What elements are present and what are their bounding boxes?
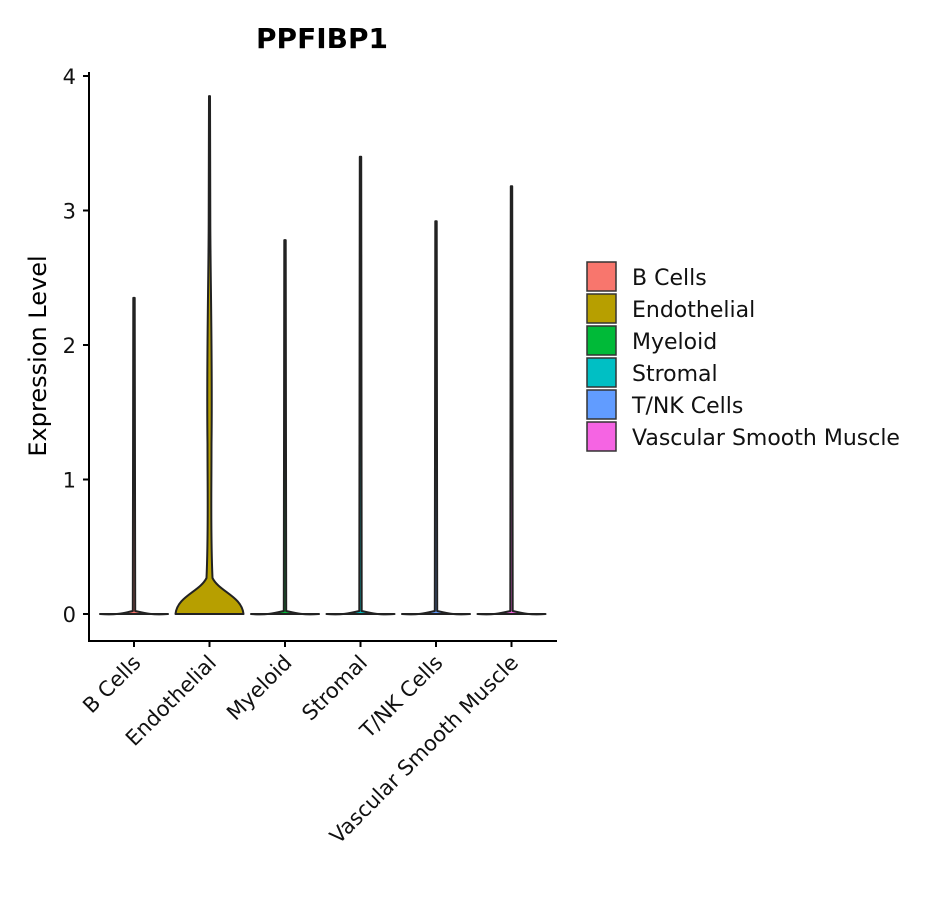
y-tick-label: 0 [63,603,76,627]
legend-swatch [586,357,617,388]
violin-b-cells [99,296,169,616]
legend-label: Endothelial [632,298,755,323]
legend-label: B Cells [632,266,707,291]
violin-t-nk-cells [401,220,471,616]
y-tick-label: 3 [63,200,76,224]
legend-label: T/NK Cells [631,394,743,419]
x-tick-label: Myeloid [222,651,296,725]
y-tick-label: 1 [63,469,76,493]
plot-area [99,95,547,616]
y-tick-label: 2 [63,334,76,358]
legend-swatch [586,293,617,324]
legend-label: Stromal [632,362,718,387]
chart-title: PPFIBP1 [256,22,388,55]
legend: B Cells Endothelial Myeloid Stromal T/NK Cel… [586,261,900,452]
violin-vascular-smooth-muscle [476,185,547,616]
y-tick-label: 4 [63,65,76,89]
legend-label: Myeloid [632,330,717,355]
legend-swatch [586,389,617,420]
violin-stromal [325,155,396,616]
legend-swatch [586,325,617,356]
x-tick-label: Stromal [297,651,372,726]
violin-endothelial [174,95,245,615]
y-axis-ticks: 0 1 2 3 4 [63,65,89,627]
legend-swatch [586,421,617,452]
x-tick-label: B Cells [78,651,145,718]
y-axis-title: Expression Level [24,255,52,456]
legend-label: Vascular Smooth Muscle [632,426,900,451]
violin-myeloid [250,239,320,616]
legend-swatch [586,261,617,292]
